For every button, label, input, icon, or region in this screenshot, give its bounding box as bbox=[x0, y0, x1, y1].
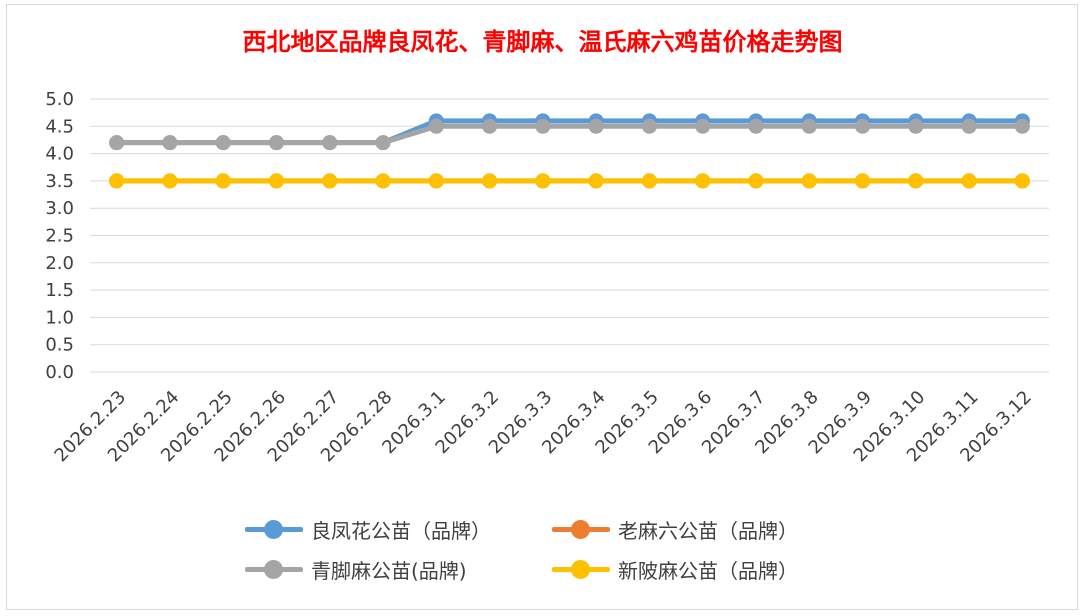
legend-swatch-xinbeima bbox=[552, 554, 610, 584]
data-point bbox=[535, 173, 551, 189]
series-lines bbox=[109, 113, 1030, 189]
data-point bbox=[322, 135, 338, 151]
series-2 bbox=[109, 118, 1030, 151]
data-point bbox=[162, 173, 178, 189]
legend-label-laomaliu: 老麻六公苗（品牌） bbox=[618, 518, 798, 543]
legend-item-qingjiaoma[interactable]: 青脚麻公苗(品牌) bbox=[245, 554, 467, 584]
data-point bbox=[855, 173, 871, 189]
data-point bbox=[695, 118, 711, 134]
data-point bbox=[268, 173, 284, 189]
data-point bbox=[428, 173, 444, 189]
y-tick-label: 0.5 bbox=[45, 335, 74, 356]
data-point bbox=[215, 173, 231, 189]
chart-frame bbox=[6, 4, 1078, 610]
x-axis-ticks: 2026.2.232026.2.242026.2.252026.2.262026… bbox=[51, 387, 1036, 467]
data-point bbox=[162, 135, 178, 151]
legend-swatch-qingjiaoma bbox=[245, 554, 303, 584]
data-point bbox=[641, 173, 657, 189]
y-tick-label: 0.0 bbox=[45, 362, 74, 383]
legend-label-liangfenghua: 良凤花公苗（品牌） bbox=[311, 518, 491, 543]
y-axis-ticks: 0.0 0.5 1.0 1.5 2.0 2.5 3.0 3.5 4.0 4.5 5.0 bbox=[45, 89, 74, 383]
y-tick-label: 1.5 bbox=[45, 280, 74, 301]
y-tick-label: 2.0 bbox=[45, 253, 74, 274]
gridlines bbox=[90, 98, 1049, 373]
data-point bbox=[748, 173, 764, 189]
data-point bbox=[961, 173, 977, 189]
data-point bbox=[375, 173, 391, 189]
data-point bbox=[535, 118, 551, 134]
data-point bbox=[695, 173, 711, 189]
legend-swatch-laomaliu bbox=[552, 514, 610, 544]
data-point bbox=[641, 118, 657, 134]
data-point bbox=[748, 118, 764, 134]
legend-item-laomaliu[interactable]: 老麻六公苗（品牌） bbox=[552, 514, 798, 544]
data-point bbox=[109, 135, 125, 151]
legend-item-xinbeima[interactable]: 新陂麻公苗（品牌） bbox=[552, 554, 798, 584]
series-3 bbox=[109, 173, 1030, 189]
legend: 良凤花公苗（品牌） 老麻六公苗（品牌） 青脚麻公苗(品牌) 新陂麻公苗（品牌） bbox=[0, 508, 1085, 598]
data-point bbox=[801, 173, 817, 189]
legend-label-qingjiaoma: 青脚麻公苗(品牌) bbox=[311, 558, 467, 583]
data-point bbox=[855, 118, 871, 134]
data-point bbox=[322, 173, 338, 189]
data-point bbox=[588, 173, 604, 189]
y-tick-label: 3.0 bbox=[45, 198, 74, 219]
data-point bbox=[1014, 118, 1030, 134]
data-point bbox=[961, 118, 977, 134]
data-point bbox=[428, 118, 444, 134]
y-tick-label: 1.0 bbox=[45, 307, 74, 328]
legend-label-xinbeima: 新陂麻公苗（品牌） bbox=[618, 558, 798, 583]
y-tick-label: 4.5 bbox=[45, 116, 74, 137]
data-point bbox=[375, 135, 391, 151]
data-point bbox=[215, 135, 231, 151]
y-tick-label: 5.0 bbox=[45, 89, 74, 110]
data-point bbox=[588, 118, 604, 134]
legend-item-liangfenghua[interactable]: 良凤花公苗（品牌） bbox=[245, 514, 491, 544]
y-tick-label: 3.5 bbox=[45, 171, 74, 192]
y-tick-label: 4.0 bbox=[45, 144, 74, 165]
chart-title: 西北地区品牌良凤花、青脚麻、温氏麻六鸡苗价格走势图 bbox=[242, 27, 843, 56]
data-point bbox=[482, 118, 498, 134]
data-point bbox=[1014, 173, 1030, 189]
legend-swatch-liangfenghua bbox=[245, 514, 303, 544]
y-tick-label: 2.5 bbox=[45, 226, 74, 247]
series-line bbox=[114, 123, 1025, 146]
data-point bbox=[109, 173, 125, 189]
data-point bbox=[268, 135, 284, 151]
data-point bbox=[482, 173, 498, 189]
data-point bbox=[801, 118, 817, 134]
data-point bbox=[908, 118, 924, 134]
data-point bbox=[908, 173, 924, 189]
